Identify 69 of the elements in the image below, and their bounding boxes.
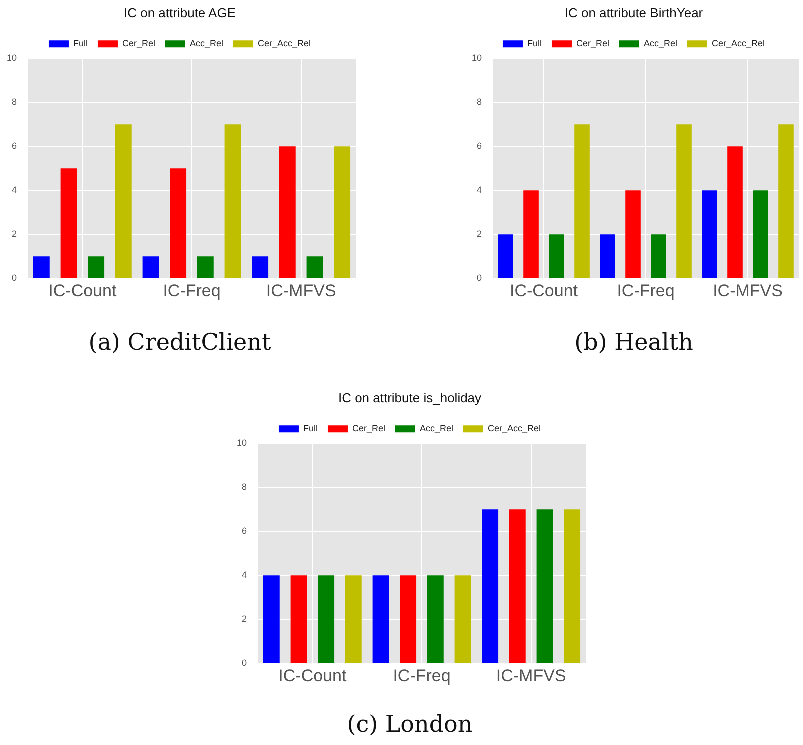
bar <box>753 190 768 278</box>
bar <box>252 256 269 278</box>
y-tick-label: 0 <box>242 658 248 668</box>
y-tick-label: 4 <box>242 570 248 580</box>
x-tick-label: IC-Count <box>510 281 578 300</box>
x-tick-label: IC-Count <box>278 666 347 686</box>
chart-title: IC on attribute AGE <box>124 5 236 20</box>
text: (a) CreditClient <box>88 330 272 356</box>
x-tick-label: IC-Freq <box>617 281 675 300</box>
x-tick-label: IC-Count <box>48 281 117 300</box>
x-tick-label: IC-Freq <box>393 666 451 686</box>
x-tick-label: IC-MFVS <box>713 281 783 300</box>
legend-label: Cer_Rel <box>352 424 386 434</box>
legend-label: Full <box>303 424 318 434</box>
y-tick-label: 6 <box>12 141 18 152</box>
bar <box>279 146 296 278</box>
bar <box>334 146 351 278</box>
legend-label: Full <box>73 38 88 49</box>
bar <box>306 256 324 278</box>
bar <box>549 234 564 278</box>
bar <box>676 124 692 278</box>
bar <box>778 124 794 278</box>
bar <box>626 190 641 278</box>
y-tick-label: 0 <box>476 273 482 284</box>
legend-label: Cer_Acc_Rel <box>712 38 766 49</box>
x-tick-label: IC-Freq <box>163 281 221 300</box>
y-tick-label: 10 <box>6 53 18 64</box>
y-tick-label: 6 <box>242 526 248 536</box>
bar <box>600 234 616 278</box>
y-tick-label: 4 <box>476 185 482 196</box>
legend-label: Acc_Rel <box>420 424 454 434</box>
legend-label: Acc_Rel <box>644 38 678 49</box>
legend-label: Cer_Acc_Rel <box>258 38 312 49</box>
y-tick-label: 2 <box>476 229 482 240</box>
text: (b) Health <box>574 330 694 356</box>
legend-label: Cer_Acc_Rel <box>488 424 542 434</box>
legend-label: Acc_Rel <box>190 38 224 49</box>
bar <box>33 256 50 278</box>
x-tick-label: IC-MFVS <box>266 281 336 300</box>
y-tick-label: 10 <box>236 438 248 448</box>
y-tick-label: 8 <box>242 482 248 492</box>
legend-label: Full <box>527 38 542 49</box>
y-tick-label: 2 <box>12 229 18 240</box>
chart-title: IC on attribute is_holiday <box>338 390 482 406</box>
bar <box>197 256 214 278</box>
y-tick-label: 8 <box>476 97 482 108</box>
bar <box>60 168 78 278</box>
y-tick-label: 4 <box>12 185 18 196</box>
chart-title: IC on attribute BirthYear <box>564 5 704 20</box>
bar <box>524 190 539 278</box>
y-tick-label: 10 <box>472 53 482 64</box>
bar <box>728 146 743 278</box>
y-tick-label: 8 <box>12 97 18 108</box>
bar <box>651 234 666 278</box>
bar <box>498 234 514 278</box>
y-tick-label: 6 <box>476 141 482 152</box>
legend-label: Cer_Rel <box>122 38 156 49</box>
bar <box>142 256 160 278</box>
text: (c) London <box>346 712 474 738</box>
bar <box>702 190 718 278</box>
bar <box>574 124 590 278</box>
y-tick-label: 0 <box>12 273 18 284</box>
legend-label: Cer_Rel <box>576 38 610 49</box>
bar <box>115 124 132 278</box>
bar <box>224 124 242 278</box>
x-tick-label: IC-MFVS <box>496 666 566 686</box>
y-tick-label: 2 <box>242 614 248 624</box>
bar <box>170 168 187 278</box>
bar <box>88 256 105 278</box>
